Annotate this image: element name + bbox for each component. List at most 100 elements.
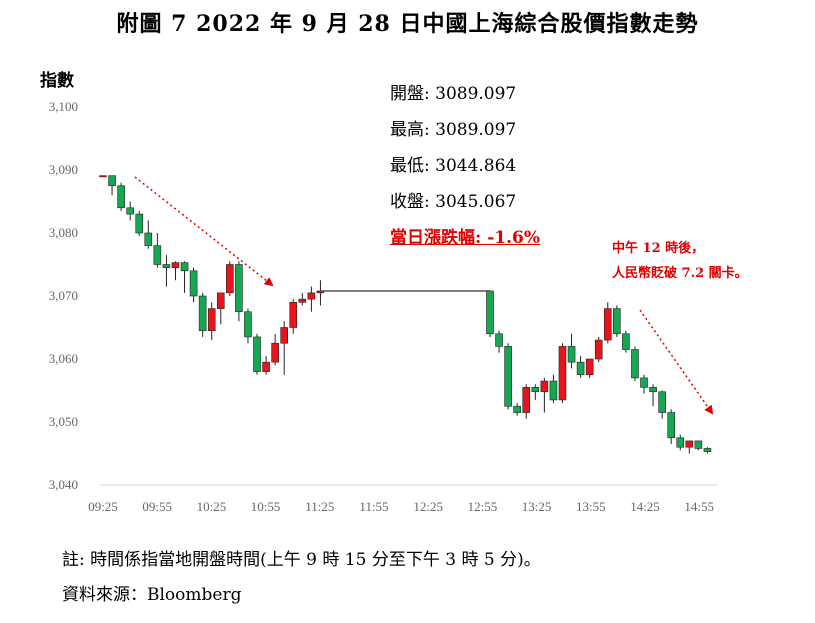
- annotation-note: 中午 12 時後， 人民幣貶破 7.2 關卡。: [612, 236, 748, 286]
- candlestick: [135, 210, 144, 237]
- candlestick: [226, 261, 234, 296]
- candle-body: [658, 391, 666, 413]
- candlestick: [631, 346, 639, 382]
- x-tick-label: 13:55: [576, 499, 606, 514]
- candle-body: [144, 232, 153, 246]
- candlestick: [117, 182, 125, 211]
- candlestick: [594, 336, 603, 363]
- candle-body: [307, 292, 316, 300]
- candlestick: [558, 343, 567, 404]
- candle-body: [649, 387, 657, 393]
- candlestick: [613, 305, 621, 337]
- candlestick: [171, 261, 180, 281]
- candlestick: [144, 220, 153, 249]
- stat-change: 當日漲跌幅: -1.6%: [390, 228, 540, 248]
- candle-body: [667, 412, 676, 439]
- candle-body: [117, 185, 125, 209]
- candle-body: [603, 308, 612, 341]
- candle-body: [513, 405, 521, 413]
- candlestick: [676, 434, 685, 451]
- candle-body: [495, 333, 503, 347]
- candlestick: [495, 330, 503, 353]
- candlestick: [585, 358, 594, 378]
- candle-body: [622, 333, 630, 350]
- candle-body: [585, 358, 594, 376]
- stat-close: 收盤: 3045.067: [390, 192, 517, 212]
- candle-body: [108, 175, 116, 187]
- downtrend-arrow-morning: [134, 176, 274, 287]
- candle-body: [235, 264, 243, 313]
- candle-body: [640, 377, 648, 388]
- candlestick: [667, 409, 676, 445]
- annotation-line-1: 中午 12 時後，: [612, 241, 705, 256]
- y-axis-label: 指數: [40, 71, 74, 91]
- candle-body: [162, 264, 171, 268]
- candle-body: [171, 262, 180, 268]
- candlestick: [189, 267, 198, 303]
- candle-body: [522, 387, 531, 413]
- candle-body: [262, 361, 270, 372]
- candle-body: [135, 213, 144, 234]
- candle-body: [549, 380, 558, 401]
- candlestick: [207, 302, 216, 341]
- stat-high: 最高: 3089.097: [390, 120, 517, 140]
- candlestick: [253, 333, 261, 375]
- x-tick-label: 11:25: [305, 499, 334, 514]
- candle-body: [298, 298, 307, 303]
- source: 資料來源：Bloomberg: [62, 585, 242, 605]
- footer: 註: 時間係指當地開盤時間(上午 9 時 15 分至下午 3 時 5 分)。 資…: [62, 543, 541, 613]
- candle-body: [676, 437, 685, 448]
- candle-body: [271, 342, 279, 363]
- candle-body: [216, 292, 225, 309]
- candle-body: [244, 311, 252, 338]
- candlestick: [126, 201, 134, 221]
- downtrend-arrow-afternoon: [639, 309, 714, 415]
- candlestick: [180, 261, 189, 293]
- candlestick: [694, 440, 703, 451]
- candle-body: [576, 361, 585, 376]
- candle-body: [694, 440, 703, 449]
- stat-open: 開盤: 3089.097: [390, 84, 517, 104]
- candlestick: [244, 308, 252, 344]
- candlestick: [262, 355, 270, 375]
- stats-box: 開盤: 3089.097 最高: 3089.097 最低: 3044.864 收…: [390, 76, 540, 256]
- x-tick-label: 12:55: [468, 499, 498, 514]
- candlestick: [549, 374, 558, 404]
- candlestick: [316, 280, 325, 306]
- candlestick: [271, 333, 279, 366]
- candle-body: [567, 346, 576, 363]
- y-tick-label: 3,070: [49, 288, 78, 303]
- candle-body: [613, 308, 621, 335]
- x-tick-label: 13:25: [522, 499, 552, 514]
- candlestick: [108, 175, 116, 196]
- x-tick-label: 14:55: [684, 499, 714, 514]
- candlestick: [703, 447, 712, 454]
- candle-body: [685, 440, 694, 448]
- annotation-line-2: 人民幣貶破 7.2 關卡。: [612, 266, 748, 281]
- candle-body: [207, 308, 216, 331]
- candlestick: [685, 440, 694, 454]
- candlestick: [640, 374, 648, 394]
- candlestick: [307, 286, 316, 312]
- candlestick: [522, 384, 531, 419]
- candlestick: [504, 343, 512, 410]
- candlestick: [280, 321, 289, 375]
- y-tick-label: 3,050: [49, 414, 78, 429]
- candlestick: [235, 261, 243, 322]
- candlestick: [622, 330, 630, 353]
- candlestick: [649, 384, 657, 407]
- x-tick-label: 14:25: [630, 499, 660, 514]
- footnote: 註: 時間係指當地開盤時間(上午 9 時 15 分至下午 3 時 5 分)。: [62, 550, 541, 570]
- candlestick: [162, 255, 171, 287]
- x-tick-label: 10:55: [251, 499, 281, 514]
- candlestick: [99, 175, 107, 178]
- candle-body: [486, 290, 494, 335]
- candle-body: [531, 387, 540, 393]
- y-tick-label: 3,090: [49, 162, 78, 177]
- candlestick: [153, 233, 162, 268]
- candle-body: [153, 245, 162, 265]
- y-tick-label: 3,080: [49, 225, 78, 240]
- candlestick: [540, 377, 549, 413]
- candle-body: [558, 346, 567, 401]
